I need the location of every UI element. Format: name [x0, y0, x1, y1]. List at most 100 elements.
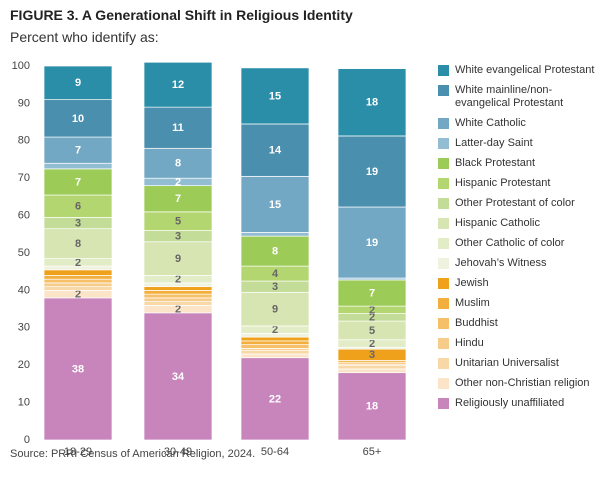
legend-swatch	[438, 378, 449, 389]
legend-label: Latter-day Saint	[455, 137, 533, 149]
bar-segment	[143, 61, 213, 108]
bar-segment	[337, 364, 407, 370]
legend-item: White Catholic	[438, 117, 606, 130]
data-label: 14	[269, 145, 282, 157]
data-label: 38	[72, 363, 84, 375]
legend-swatch	[438, 298, 449, 309]
bar-segment	[43, 286, 113, 291]
bar-segment	[240, 357, 310, 441]
legend-swatch	[438, 65, 449, 76]
data-label: 2	[75, 257, 81, 269]
bar-segment	[337, 206, 407, 279]
bar-segment	[240, 67, 310, 125]
data-label: 2	[369, 338, 375, 350]
legend-swatch	[438, 138, 449, 149]
legend-swatch	[438, 178, 449, 189]
legend-item: Other Protestant of color	[438, 197, 606, 210]
legend-item: Hispanic Protestant	[438, 177, 606, 190]
bar-segment	[240, 344, 310, 349]
data-label: 18	[366, 401, 378, 413]
legend-swatch	[438, 258, 449, 269]
bar-segment	[143, 286, 213, 291]
legend-label: Hispanic Catholic	[455, 217, 540, 229]
legend-label: Buddhist	[455, 317, 498, 329]
legend-swatch	[438, 198, 449, 209]
bar-segment	[43, 269, 113, 276]
legend-label: Black Protestant	[455, 157, 536, 169]
legend-item: Other non-Christian religion	[438, 377, 606, 390]
legend-label: Jehovah’s Witness	[455, 257, 547, 269]
legend-label: Hindu	[455, 337, 484, 349]
data-label: 19	[366, 237, 378, 249]
bar-segment	[43, 275, 113, 280]
legend-label: Religiously unaffiliated	[455, 397, 565, 409]
chart-title: FIGURE 3. A Generational Shift in Religi…	[10, 7, 353, 23]
legend-item: Religiously unaffiliated	[438, 397, 606, 410]
legend-swatch	[438, 278, 449, 289]
y-tick-label: 90	[18, 97, 30, 109]
legend-item: White evangelical Protestant	[438, 64, 606, 77]
y-tick-label: 20	[18, 359, 30, 371]
legend-swatch	[438, 338, 449, 349]
data-label: 10	[72, 113, 84, 125]
bar-segment	[240, 336, 310, 342]
legend-swatch	[438, 398, 449, 409]
bar-segment	[43, 278, 113, 284]
data-label: 4	[272, 268, 279, 280]
data-label: 7	[369, 287, 375, 299]
legend-item: Jewish	[438, 277, 606, 290]
legend-label: Jewish	[455, 277, 489, 289]
legend-label: Other Catholic of color	[455, 237, 565, 249]
x-tick-label: 30-49	[164, 446, 192, 458]
data-label: 9	[272, 304, 278, 316]
legend-label: Other Protestant of color	[455, 197, 575, 209]
legend: White evangelical Protestant White mainli…	[438, 64, 606, 417]
data-label: 3	[175, 231, 181, 243]
bar-segment	[143, 290, 213, 295]
legend-item: White mainline/non-evangelical Protestan…	[438, 84, 606, 110]
data-label: 3	[75, 217, 81, 229]
legend-label: Muslim	[455, 297, 490, 309]
data-label: 8	[75, 238, 81, 250]
bar-segment	[240, 123, 310, 177]
chart-subtitle: Percent who identify as:	[10, 29, 159, 45]
legend-swatch	[438, 85, 449, 96]
data-label: 12	[172, 79, 184, 91]
legend-item: Buddhist	[438, 317, 606, 330]
legend-item: Latter-day Saint	[438, 137, 606, 150]
data-label: 8	[175, 158, 181, 170]
data-label: 2	[272, 324, 278, 336]
data-label: 8	[272, 246, 278, 258]
data-label: 6	[75, 201, 81, 213]
legend-item: Unitarian Universalist	[438, 357, 606, 370]
bar-segment	[43, 162, 113, 170]
bar-segment	[337, 372, 407, 441]
y-tick-label: 100	[12, 60, 30, 72]
bar-segment	[143, 301, 213, 306]
legend-item: Jehovah’s Witness	[438, 257, 606, 270]
bar-segment	[43, 228, 113, 259]
bar-segment	[240, 349, 310, 355]
bar-segment	[240, 235, 310, 267]
data-label: 15	[269, 90, 281, 102]
data-label: 7	[175, 193, 181, 205]
y-tick-label: 50	[18, 247, 30, 259]
legend-item: Hispanic Catholic	[438, 217, 606, 230]
y-tick-label: 70	[18, 172, 30, 184]
bar-segment	[337, 368, 407, 374]
bar-segment	[143, 293, 213, 299]
bar-segment	[240, 353, 310, 359]
data-label: 7	[75, 176, 81, 188]
y-tick-label: 80	[18, 135, 30, 147]
legend-swatch	[438, 218, 449, 229]
bar-segment	[43, 65, 113, 101]
legend-swatch	[438, 318, 449, 329]
data-label: 18	[366, 97, 378, 109]
bar-segment	[240, 340, 310, 345]
bar-segment	[337, 279, 407, 307]
bar-segment	[43, 136, 113, 164]
y-tick-label: 60	[18, 210, 30, 222]
data-label: 22	[269, 393, 281, 405]
data-label: 3	[272, 281, 278, 293]
bar-segment	[143, 147, 213, 179]
